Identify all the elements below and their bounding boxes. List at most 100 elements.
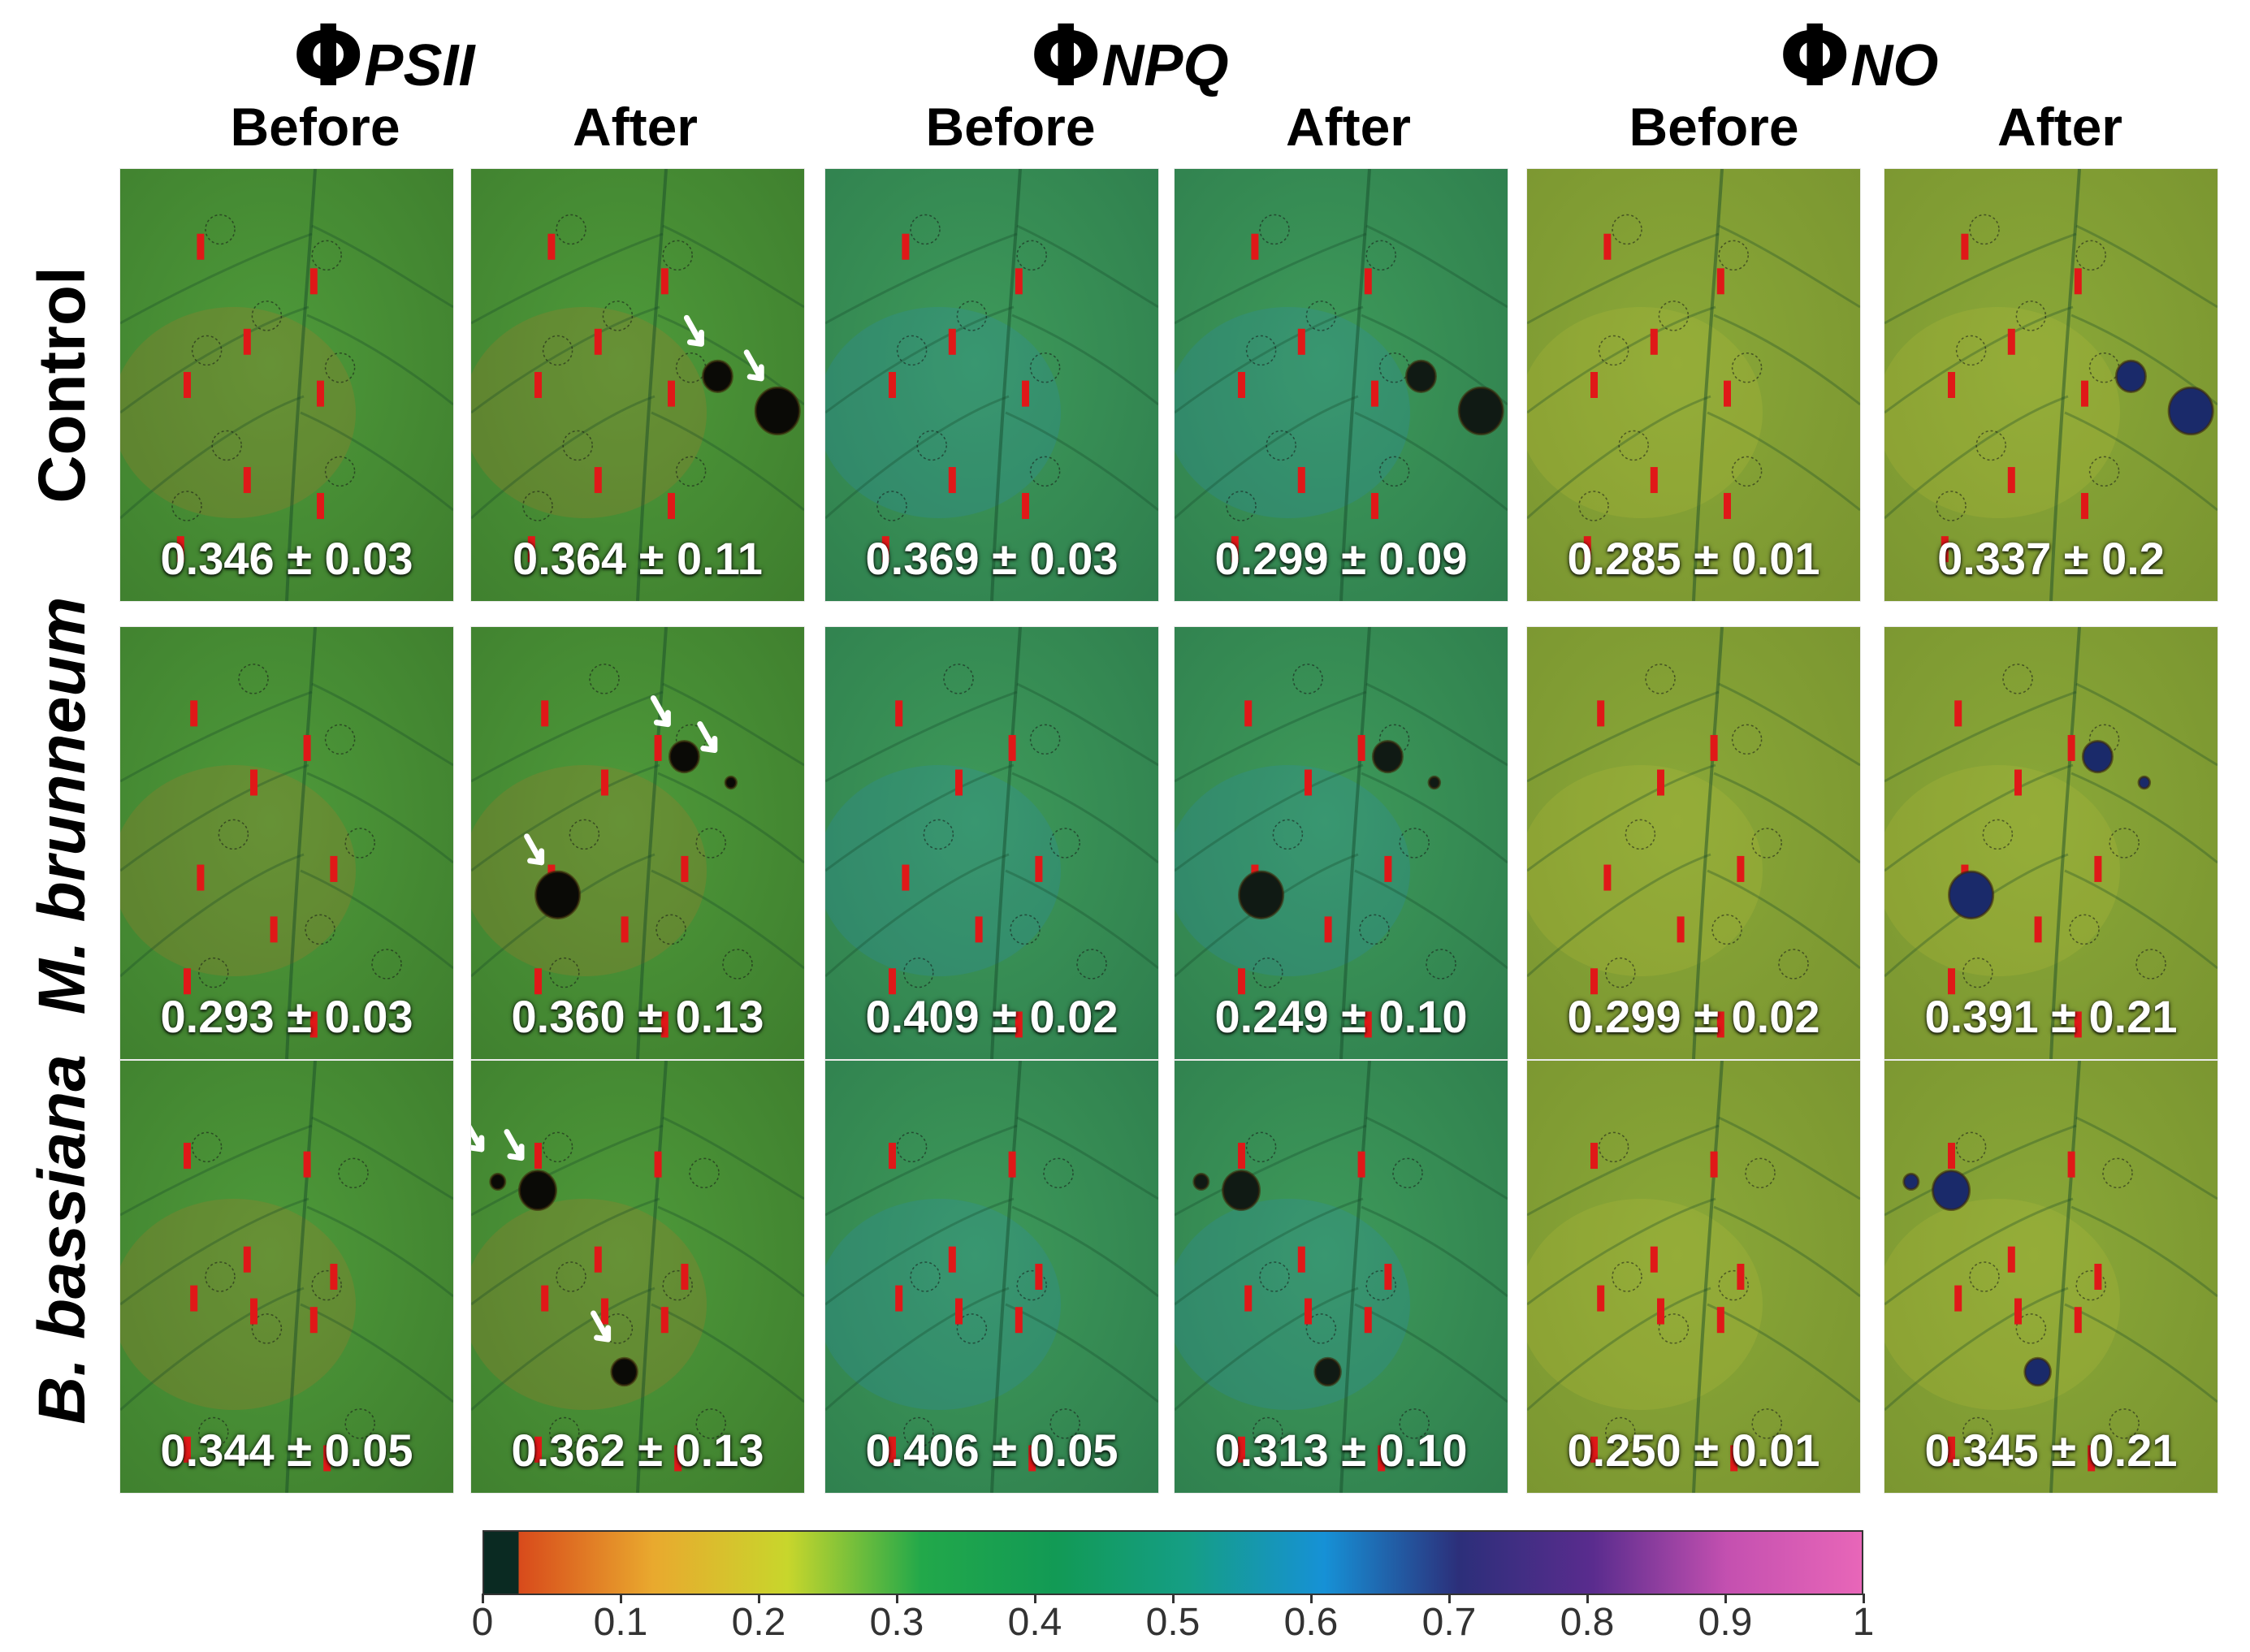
white-arrow-icon — [591, 1310, 612, 1343]
lesion — [1931, 1170, 1971, 1212]
leaf-vein — [1011, 1205, 1158, 1298]
red-marker — [902, 864, 910, 891]
sampling-circle — [1731, 456, 1763, 487]
sampling-circle — [1399, 1408, 1430, 1439]
leaf-image — [1884, 169, 2218, 601]
red-marker — [197, 864, 205, 891]
red-marker — [681, 855, 689, 882]
sampling-circle — [1378, 456, 1410, 487]
leaf-midrib — [285, 1061, 317, 1493]
red-marker — [176, 536, 184, 563]
lesion — [1404, 359, 1437, 394]
row-label-m-brunneum: M. brunneum — [24, 554, 106, 1057]
colorbar-tick-label: 0.9 — [1698, 1601, 1753, 1644]
leaf-vein — [825, 305, 1015, 414]
leaf-image-panel: 0.406 ± 0.05 — [825, 1061, 1158, 1493]
leaf-vein — [471, 232, 664, 325]
red-marker — [197, 233, 205, 260]
leaf-image — [1175, 169, 1508, 601]
leaf-vein — [1175, 1124, 1367, 1217]
red-marker — [2074, 1011, 2082, 1038]
sampling-circle — [311, 1269, 342, 1301]
red-marker — [889, 1143, 896, 1170]
sampling-circle — [1292, 664, 1323, 694]
sampling-circle — [695, 828, 726, 858]
lesion — [1221, 1170, 1261, 1212]
red-marker — [1590, 1143, 1598, 1170]
red-marker — [1948, 968, 1955, 995]
red-marker — [1297, 1246, 1305, 1273]
sampling-circle — [251, 301, 283, 331]
red-marker — [1590, 372, 1598, 398]
lesion — [754, 386, 801, 436]
red-marker — [1941, 536, 1949, 563]
leaf-mottle — [1175, 1199, 1410, 1410]
sampling-circle — [589, 664, 620, 694]
leaf-image-panel: 0.391 ± 0.21 — [1884, 627, 2218, 1059]
sampling-circle — [556, 214, 586, 245]
red-marker — [2034, 916, 2042, 943]
leaf-vein — [1361, 772, 1508, 864]
red-marker — [1657, 769, 1664, 796]
leaf-background — [1527, 169, 1860, 601]
leaf-mottle — [1527, 1199, 1763, 1410]
leaf-image-panel: 0.364 ± 0.11 — [471, 169, 804, 601]
leaf-vein — [120, 1287, 305, 1412]
leaf-background — [471, 627, 804, 1059]
red-marker — [660, 1011, 669, 1038]
red-marker — [317, 380, 324, 407]
leaf-vein — [120, 1197, 309, 1306]
leaf-vein — [306, 1205, 453, 1298]
sampling-circle — [602, 301, 634, 331]
leaf-image — [471, 1061, 804, 1493]
red-marker — [1730, 1445, 1738, 1472]
leaf-mottle — [120, 1199, 356, 1410]
red-marker — [2007, 328, 2015, 355]
red-marker — [1650, 467, 1658, 494]
red-marker — [621, 916, 629, 943]
phi-symbol: Φ — [1030, 6, 1102, 106]
leaf-vein — [120, 853, 305, 978]
sampling-circle — [556, 1261, 586, 1292]
red-marker — [1737, 855, 1745, 882]
sampling-circle — [2088, 456, 2120, 487]
lesion — [2114, 359, 2147, 394]
sampling-circle — [324, 352, 356, 383]
red-marker — [184, 968, 191, 995]
sampling-circle — [1245, 1131, 1277, 1163]
sampling-circle — [1658, 301, 1690, 331]
red-marker — [243, 467, 251, 494]
leaf-background — [1527, 627, 1860, 1059]
leaf-vein — [1361, 1205, 1508, 1298]
lesion — [1192, 1172, 1210, 1191]
row-label-text: M. brunneum — [25, 596, 99, 1015]
red-marker — [2067, 1151, 2075, 1178]
sampling-circle — [218, 819, 249, 850]
leaf-vein — [1175, 305, 1364, 414]
red-marker — [1724, 492, 1731, 519]
red-marker — [1597, 1285, 1605, 1312]
leaf-vein — [651, 411, 804, 512]
sampling-circle — [2069, 914, 2100, 945]
sampling-circle — [2075, 1269, 2106, 1301]
sampling-circle — [1955, 335, 1987, 366]
red-marker — [1710, 1151, 1718, 1178]
red-marker — [660, 268, 669, 295]
panel-value: 0.250 ± 0.01 — [1567, 1425, 1820, 1476]
red-marker — [1035, 855, 1043, 882]
colorbar-tick-label: 0.1 — [593, 1601, 648, 1644]
red-marker — [2067, 734, 2075, 761]
leaf-image — [1527, 169, 1860, 601]
panel-value: 0.344 ± 0.05 — [160, 1425, 413, 1476]
colorbar-tick-label: 0.3 — [869, 1601, 924, 1644]
red-marker — [190, 1285, 198, 1312]
panel-value: 0.346 ± 0.03 — [160, 533, 413, 584]
red-marker — [309, 1307, 318, 1334]
leaf-vein — [1175, 690, 1367, 783]
leaf-vein — [1365, 1116, 1508, 1200]
leaf-vein — [825, 232, 1018, 325]
red-marker — [1357, 1151, 1365, 1178]
colorbar-tick-mark — [758, 1594, 760, 1603]
colorbar-tick-label: 0.7 — [1421, 1601, 1477, 1644]
leaf-midrib — [2049, 627, 2081, 1059]
